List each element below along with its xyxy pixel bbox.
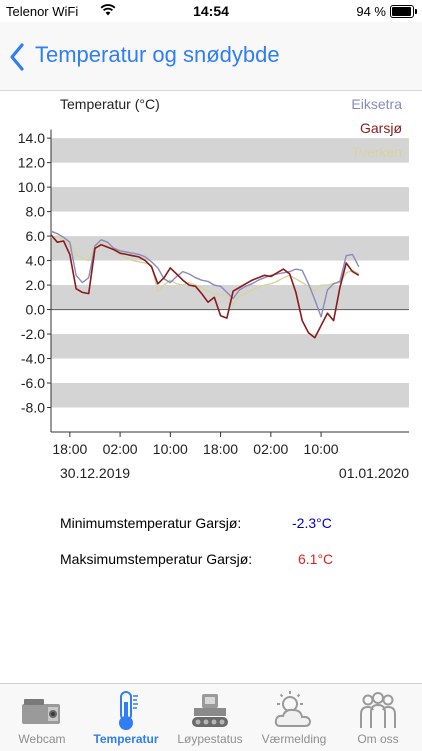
y-tick-label: 0.0 — [26, 302, 46, 318]
max-temperature-label: Maksimumstemperatur Garsjø: — [60, 551, 253, 567]
y-tick-label: 14.0 — [18, 130, 45, 146]
wifi-icon — [100, 4, 116, 16]
tab-loypestatus[interactable]: Løypestatus — [168, 684, 252, 751]
grid-band-1 — [51, 187, 409, 212]
y-tick-label: -2.0 — [21, 326, 45, 342]
battery-fill — [392, 7, 411, 16]
tab-temperatur-label: Temperatur — [93, 732, 159, 746]
grid-band-5 — [51, 383, 409, 408]
back-chevron-icon[interactable] — [8, 42, 26, 72]
date-label-start: 30.12.2019 — [60, 465, 130, 481]
navigation-bar: Temperatur og snødybde — [0, 22, 422, 91]
y-tick-label: -8.0 — [21, 400, 45, 416]
temperature-chart-svg: 14.0 12.0 10.0 8.0 6.0 4.0 2.0 0.0 -2.0 -4.0 -6.0 -… — [18, 96, 409, 481]
y-tick-label: 10.0 — [18, 179, 45, 195]
min-temperature-value: -2.3°C — [292, 515, 332, 531]
min-temperature-row: Minimumstemperatur Garsjø: -2.3°C — [60, 515, 332, 531]
y-tick-label: -4.0 — [21, 351, 45, 367]
y-tick-label: 6.0 — [26, 228, 46, 244]
tab-vaermelding[interactable]: Værmelding — [252, 684, 336, 751]
people-icon — [360, 692, 396, 728]
page-title: Temperatur og snødybde — [35, 42, 280, 67]
legend-item-garsjo: Garsjø — [360, 120, 402, 136]
y-tick-label: -6.0 — [21, 375, 45, 391]
battery-icon — [390, 5, 417, 18]
grid-band-2 — [51, 236, 409, 261]
x-tick-label: 02:00 — [253, 441, 288, 457]
x-tick-label: 18:00 — [52, 441, 87, 457]
grid-band-0 — [51, 138, 409, 163]
tab-webcam[interactable]: Webcam — [0, 684, 84, 751]
y-tick-label: 12.0 — [18, 155, 45, 171]
y-tick-label: 4.0 — [26, 253, 46, 269]
snowcat-icon — [192, 694, 228, 727]
tab-loypestatus-label: Løypestatus — [177, 732, 243, 746]
tab-bar: Webcam Temperatur Løypestatus — [0, 683, 422, 751]
grid-band-4 — [51, 334, 409, 359]
webcam-icon — [22, 699, 60, 724]
clock: 14:54 — [193, 3, 229, 19]
legend-item-eiksetra: Eiksetra — [351, 96, 402, 112]
legend-item-tverken: Tverken — [351, 144, 402, 160]
x-tick-label: 10:00 — [153, 441, 188, 457]
tab-om-oss[interactable]: Om oss — [336, 684, 420, 751]
tab-vaermelding-label: Værmelding — [261, 732, 327, 746]
battery-percent: 94 % — [356, 4, 386, 19]
temperature-chart: 14.0 12.0 10.0 8.0 6.0 4.0 2.0 0.0 -2.0 -4.0 -6.0 -… — [0, 90, 422, 505]
x-tick-label: 10:00 — [304, 441, 339, 457]
carrier-label: Telenor WiFi — [6, 4, 79, 19]
max-temperature-row: Maksimumstemperatur Garsjø: 6.1°C — [60, 551, 333, 567]
series-line-garsjo — [50, 234, 360, 339]
tab-om-oss-label: Om oss — [357, 732, 399, 746]
y-axis-label: Temperatur (°C) — [60, 96, 160, 112]
y-tick-label: 2.0 — [26, 277, 46, 293]
y-tick-label: 8.0 — [26, 204, 46, 220]
date-label-end: 01.01.2020 — [339, 465, 409, 481]
series-line-tverken — [50, 235, 360, 306]
thermometer-icon — [119, 691, 138, 730]
series-line-eiksetra — [50, 230, 360, 318]
max-temperature-value: 6.1°C — [298, 551, 334, 567]
min-temperature-label: Minimumstemperatur Garsjø: — [60, 515, 242, 531]
weather-icon — [274, 691, 312, 727]
x-tick-label: 02:00 — [103, 441, 138, 457]
status-bar: Telenor WiFi 14:54 94 % — [0, 0, 422, 22]
x-tick-label: 18:00 — [203, 441, 238, 457]
tab-webcam-label: Webcam — [18, 732, 66, 746]
tab-temperatur[interactable]: Temperatur — [84, 684, 168, 751]
